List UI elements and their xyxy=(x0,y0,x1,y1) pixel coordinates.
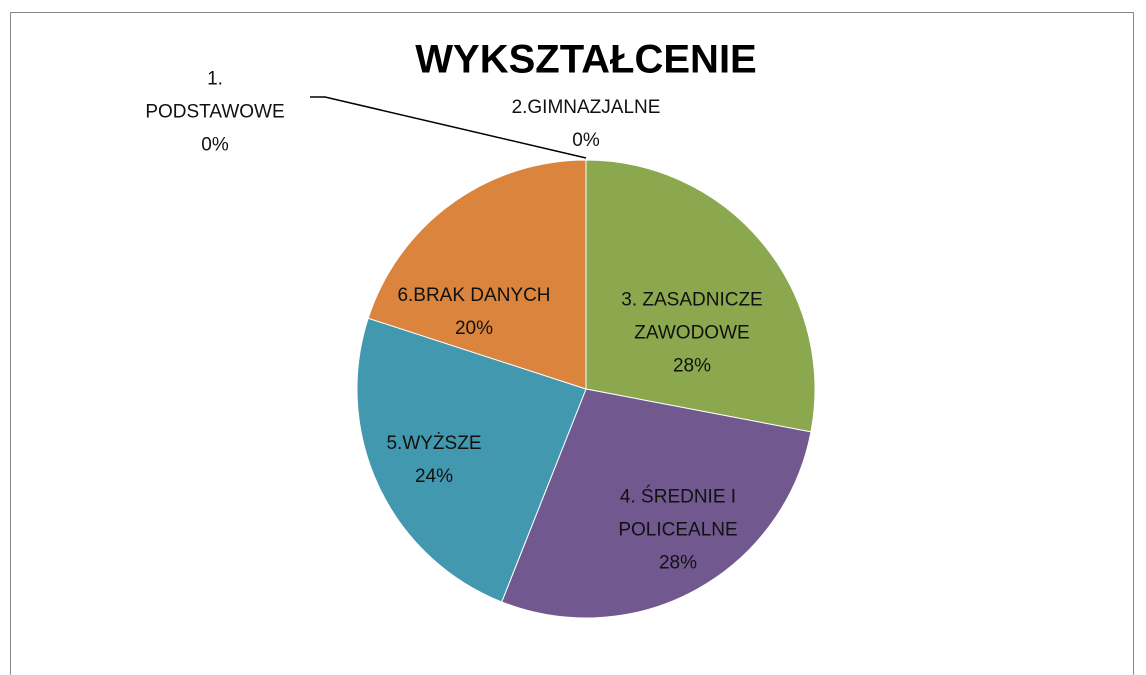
category-label: 5.WYŻSZE xyxy=(386,433,482,454)
slice-label: 4. ŚREDNIE I POLICEALNE 28% xyxy=(598,481,758,580)
pie-slice xyxy=(367,159,587,390)
slice-label: 6.BRAK DANYCH 20% xyxy=(394,279,554,345)
value-label: 28% xyxy=(672,355,712,377)
category-label: 1. PODSTAWOWE xyxy=(145,68,285,123)
category-label: 6.BRAK DANYCH xyxy=(397,285,551,306)
value-label: 20% xyxy=(454,318,494,339)
pie-slice xyxy=(501,388,812,619)
leader-line xyxy=(310,96,587,159)
value-label: 0% xyxy=(201,134,229,156)
value-label: 24% xyxy=(414,466,454,487)
slice-label: 2.GIMNAZJALNE 0% xyxy=(506,91,666,157)
chart-border xyxy=(10,12,1134,675)
value-label: 28% xyxy=(658,552,698,574)
category-label: 3. ZASADNICZE ZAWODOWE xyxy=(621,289,763,344)
pie-slice xyxy=(585,159,816,433)
category-label: 2.GIMNAZJALNE xyxy=(511,97,661,118)
slice-label: 5.WYŻSZE 24% xyxy=(354,427,514,493)
slice-label: 1. PODSTAWOWE 0% xyxy=(135,63,295,162)
category-label: 4. ŚREDNIE I POLICEALNE xyxy=(618,486,738,541)
slice-label: 3. ZASADNICZE ZAWODOWE 28% xyxy=(612,284,772,383)
chart-title: WYKSZTAŁCENIE xyxy=(415,38,756,82)
value-label: 0% xyxy=(572,130,600,151)
pie-slice xyxy=(356,317,587,603)
